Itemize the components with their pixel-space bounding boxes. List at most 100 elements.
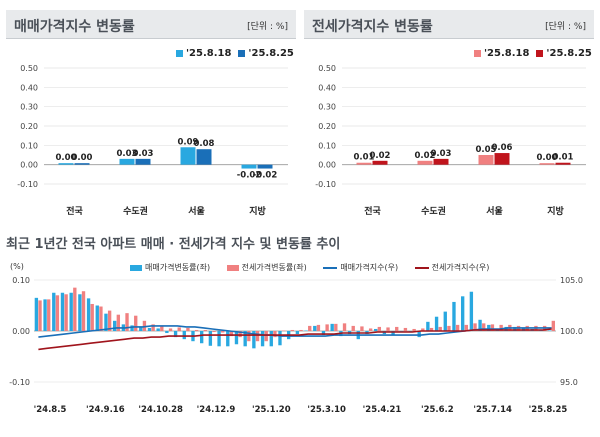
jeonse-rate-bar xyxy=(264,331,268,342)
jeonse-rate-bar xyxy=(447,325,451,331)
bar-value-label: 0.08 xyxy=(194,139,215,149)
sale-rate-bar xyxy=(260,331,265,347)
jeonse-rate-bar xyxy=(125,313,129,331)
y-tick-label: 0.50 xyxy=(318,64,336,73)
x-tick-label: '25.1.20 xyxy=(252,405,291,415)
left-tick-label: 0.10 xyxy=(12,276,30,285)
bar xyxy=(372,160,388,165)
bar-value-label: 0.05 xyxy=(476,145,497,155)
sale-rate-unit: [단위 : %] xyxy=(247,22,288,32)
bar xyxy=(135,158,151,165)
sale-rate-bar xyxy=(208,331,213,346)
x-tick-label: '24.12.9 xyxy=(197,405,236,415)
jeonse-rate-bar xyxy=(438,326,442,331)
sale-rate-chart: 0.500.400.300.200.100.00-0.100.000.00전국0… xyxy=(17,64,288,217)
sale-rate-bar xyxy=(199,331,204,344)
jeonse-rate-bar xyxy=(386,327,390,331)
left-tick-label: -0.10 xyxy=(9,378,30,387)
sale-rate-bar xyxy=(34,297,39,331)
sale-rate-bar xyxy=(165,331,169,334)
sale-rate-bar xyxy=(295,331,300,335)
sale-rate-bar xyxy=(217,331,221,347)
sale-rate-header: 매매가격지수 변동률 [단위 : %] xyxy=(6,10,296,39)
y-tick-label: -0.10 xyxy=(315,180,336,189)
legend-label: 전세가격지수(우) xyxy=(431,263,490,272)
category-label: 전국 xyxy=(66,205,83,217)
bar-value-label: 0.06 xyxy=(492,143,513,153)
sale-rate-bar xyxy=(478,319,482,331)
y-tick-label: 0.30 xyxy=(20,103,38,112)
sale-rate-bar xyxy=(426,321,430,331)
category-label: 서울 xyxy=(486,205,503,217)
jeonse-rate-bar xyxy=(325,324,329,331)
sale-rate-bar xyxy=(69,292,73,331)
sale-rate-bar xyxy=(226,331,230,347)
left-tick-label: 0.00 xyxy=(12,327,30,336)
bar xyxy=(555,162,571,165)
y-tick-label: 0.50 xyxy=(20,64,38,73)
sale-rate-bar xyxy=(460,296,465,331)
sale-rate-bar xyxy=(547,330,552,331)
legend-swatch xyxy=(474,49,481,57)
legend-swatch xyxy=(323,266,338,269)
legend-swatch xyxy=(176,49,183,57)
x-tick-label: '25.3.10 xyxy=(307,405,346,415)
bar-value-label: 0.03 xyxy=(133,149,154,159)
sale-rate-bar xyxy=(304,330,308,331)
jeonse-rate-bar xyxy=(212,331,216,333)
jeonse-rate-bar xyxy=(186,327,190,331)
jeonse-rate-bar xyxy=(464,324,469,331)
sale-rate-bar xyxy=(112,320,117,331)
sale-rate-bar xyxy=(373,328,378,331)
right-tick-label: 95.0 xyxy=(560,378,578,387)
bar-value-label: 0.00 xyxy=(56,153,77,163)
bar xyxy=(241,164,257,169)
sale-rate-bar xyxy=(43,299,47,331)
legend-label: 전세가격변동률(좌) xyxy=(241,263,307,272)
legend-label: '25.8.25 xyxy=(546,48,592,59)
bar xyxy=(74,163,90,165)
category-label: 전국 xyxy=(364,205,381,217)
bar-value-label: 0.03 xyxy=(431,149,452,159)
y-tick-label: 0.00 xyxy=(318,161,336,170)
bar xyxy=(433,158,449,165)
jeonse-rate-unit: [단위 : %] xyxy=(545,22,586,32)
jeonse-rate-bar xyxy=(238,331,242,338)
y-tick-label: 0.40 xyxy=(318,83,336,92)
bar-value-label: 0.02 xyxy=(415,151,436,161)
y-tick-label: 0.40 xyxy=(20,83,38,92)
jeonse-rate-bar xyxy=(168,328,173,331)
jeonse-rate-bar xyxy=(107,310,112,331)
jeonse-rate-bar xyxy=(377,326,382,331)
bar xyxy=(417,160,433,165)
bar-value-label: 0.00 xyxy=(537,153,558,163)
sale-rate-bar xyxy=(487,324,491,331)
jeonse-rate-bar xyxy=(308,325,312,331)
jeonse-rate-chart: 0.500.400.300.200.100.00-0.100.010.02전국0… xyxy=(315,64,586,217)
jeonse-rate-bar xyxy=(342,323,347,331)
sale-rate-legend: '25.8.18 '25.8.25 xyxy=(176,48,294,59)
sale-rate-bar xyxy=(104,313,108,331)
sale-rate-bar xyxy=(321,331,326,336)
bar-value-label: 0.09 xyxy=(178,137,199,147)
sale-rate-bar xyxy=(139,326,143,331)
sale-rate-bar xyxy=(417,331,421,338)
jeonse-rate-bar xyxy=(395,326,399,331)
sale-rate-bar xyxy=(86,298,91,331)
jeonse-rate-bar xyxy=(134,315,138,331)
bar xyxy=(58,163,74,165)
bar-value-label: -0.02 xyxy=(237,171,262,181)
jeonse-rate-bar xyxy=(247,331,251,342)
x-tick-label: '24.9.16 xyxy=(86,405,125,415)
bar xyxy=(478,155,494,165)
sale-rate-bar xyxy=(147,327,152,331)
sale-rate-bar xyxy=(243,331,247,347)
jeonse-index-line xyxy=(38,328,552,351)
bar xyxy=(494,153,510,165)
category-label: 서울 xyxy=(188,205,205,217)
legend-swatch xyxy=(226,264,239,271)
sale-rate-bar xyxy=(278,331,282,346)
sale-rate-bar xyxy=(513,326,517,331)
jeonse-rate-bar xyxy=(255,331,260,342)
category-label: 수도권 xyxy=(123,205,148,217)
